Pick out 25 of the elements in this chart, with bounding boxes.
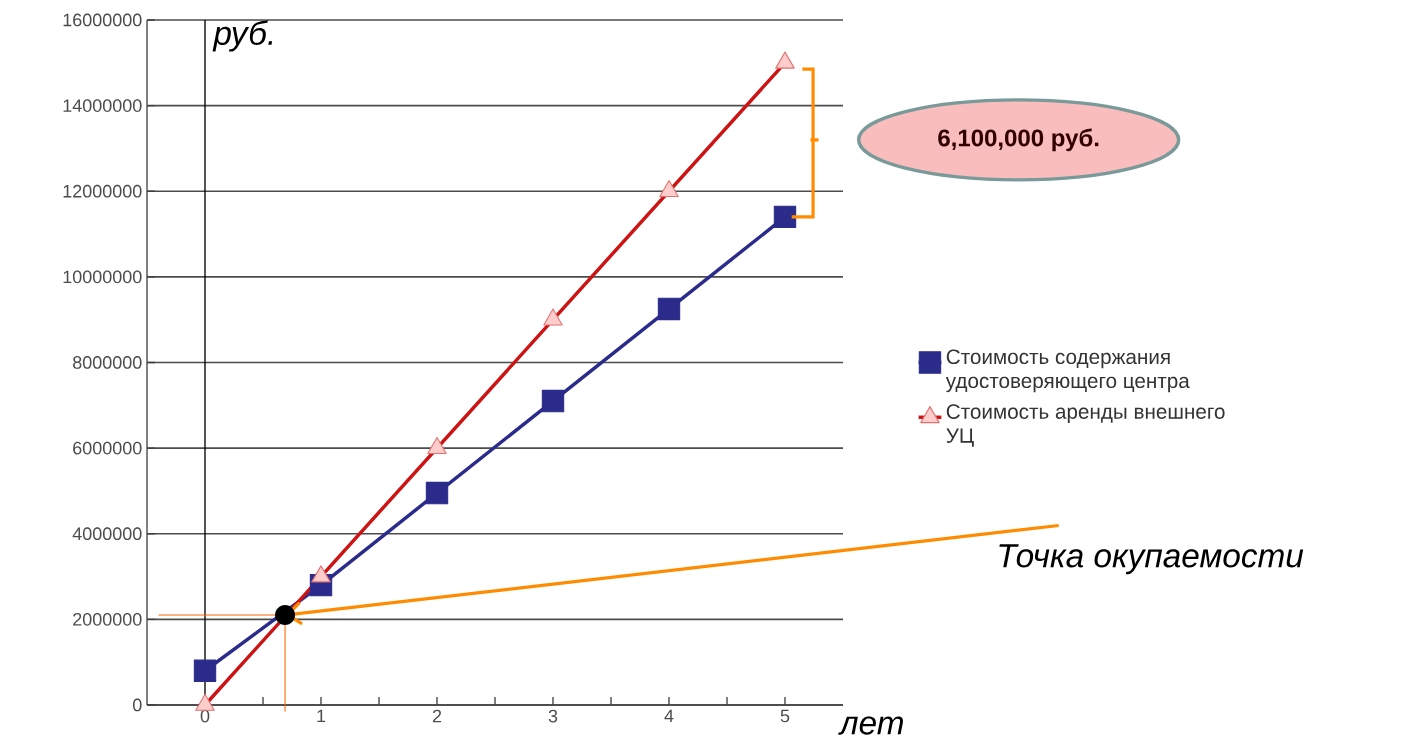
- point: [193, 659, 217, 682]
- point: [541, 389, 565, 413]
- y-tick-label: 12000000: [63, 184, 142, 198]
- x-tick-label: 5: [780, 709, 790, 723]
- x-tick-label: 2: [432, 709, 442, 723]
- text: лет: [838, 716, 903, 735]
- annotation: руб.: [212, 20, 273, 52]
- y-tick-label: 16000000: [63, 13, 142, 27]
- x-tick-label: 4: [664, 709, 674, 723]
- text: 6,100,000 руб.: [938, 128, 1099, 152]
- y-tick-label: 14000000: [63, 99, 142, 112]
- y-tick-label: 4000000: [72, 527, 142, 541]
- legend-label: Стоимость аренды внешнего УЦ: [946, 404, 1225, 447]
- y-tick-label: 2000000: [73, 612, 142, 626]
- x-tick-label: 3: [548, 709, 558, 723]
- y-tick-label: 10000000: [63, 270, 142, 284]
- x-tick-label: 1: [317, 709, 326, 723]
- point: [657, 297, 681, 321]
- annotation: Точка окупаемости: [999, 544, 1304, 575]
- point: [425, 481, 449, 505]
- y-tick-label: 6000000: [73, 441, 142, 455]
- y-tick-label: 0: [133, 698, 142, 712]
- legend-label: Стоимость содержания удостоверяющего центра: [945, 349, 1190, 393]
- x-tick-label: 0: [200, 709, 210, 723]
- y-tick-label: 8000000: [73, 356, 142, 369]
